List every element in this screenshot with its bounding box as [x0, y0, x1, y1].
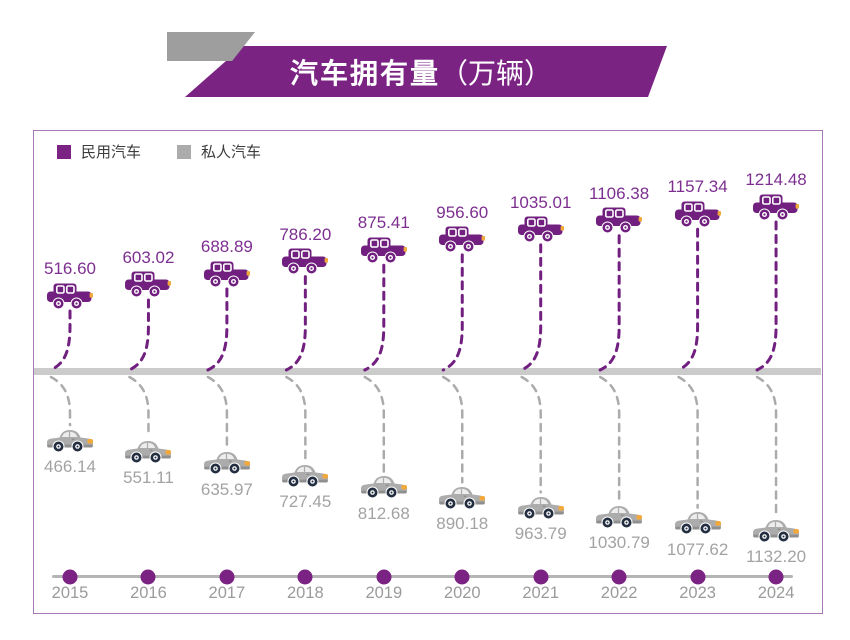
private-car-icon — [125, 440, 172, 464]
year-label: 2016 — [130, 584, 167, 602]
private-value-label: 890.18 — [436, 514, 489, 534]
legend: 民用汽车 私人汽车 — [57, 141, 261, 162]
private-value-label: 551.11 — [123, 468, 174, 488]
civilian-car — [125, 271, 172, 298]
year-dot — [768, 569, 784, 585]
civilian-car-icon — [47, 283, 93, 309]
year-label: 2022 — [600, 584, 638, 602]
year-dot — [219, 569, 235, 585]
banner-shape: 汽车拥有量（万辆） — [185, 46, 667, 97]
private-value-label: 1030.79 — [588, 533, 650, 553]
private-car — [281, 461, 329, 488]
page-title-unit: （万辆） — [440, 57, 553, 89]
year-dot — [376, 569, 392, 585]
civilian-car — [439, 226, 486, 253]
private-car-icon — [282, 464, 329, 488]
year-dot — [454, 569, 470, 585]
private-car — [438, 483, 486, 510]
civilian-value-label: 956.60 — [436, 202, 489, 222]
private-car-icon — [596, 505, 643, 529]
private-value-label: 635.97 — [200, 479, 253, 499]
year-dot — [690, 569, 706, 585]
year-dot — [140, 569, 156, 585]
private-car-icon — [674, 512, 721, 535]
civilian-car — [47, 283, 93, 310]
legend-label-private: 私人汽车 — [201, 144, 262, 161]
private-car — [517, 493, 565, 520]
private-car-icon — [47, 429, 93, 452]
civilian-car-icon — [517, 216, 564, 243]
civilian-car — [203, 261, 250, 288]
legend-item-civilian: 民用汽车 — [57, 141, 141, 162]
private-car-icon — [753, 519, 800, 542]
private-car-icon — [439, 486, 486, 510]
civilian-car-icon — [360, 237, 407, 264]
year-dot — [533, 569, 549, 585]
civilian-value-label: 688.89 — [200, 237, 253, 257]
legend-item-private: 私人汽车 — [177, 141, 261, 162]
private-value-label: 727.45 — [279, 492, 332, 512]
civilian-car — [360, 237, 407, 264]
year-label: 2015 — [51, 584, 89, 602]
private-value-label: 466.14 — [44, 457, 96, 476]
private-value-label: 963.79 — [514, 524, 567, 544]
civilian-value-label: 516.60 — [44, 259, 96, 278]
private-car-icon — [360, 476, 407, 499]
year-label: 2024 — [757, 584, 795, 602]
private-car — [674, 508, 722, 535]
civilian-car — [282, 248, 329, 275]
private-car-icon — [203, 452, 250, 475]
private-car — [203, 448, 251, 475]
civilian-car-icon — [282, 248, 329, 275]
civilian-car — [753, 194, 800, 221]
civilian-car — [596, 207, 643, 234]
private-car — [360, 472, 408, 499]
year-label: 2020 — [443, 584, 481, 602]
civilian-value-label: 786.20 — [279, 224, 332, 244]
year-dot — [611, 569, 627, 585]
private-car — [595, 502, 643, 529]
page-title-main: 汽车拥有量 — [289, 57, 440, 89]
civilian-car-icon — [674, 201, 721, 228]
private-swatch-icon — [177, 144, 192, 159]
year-label: 2017 — [208, 584, 246, 602]
timeline-axis — [52, 575, 793, 578]
civilian-value-label: 603.02 — [122, 247, 175, 267]
private-car — [46, 426, 94, 453]
civilian-value-label: 1106.38 — [589, 183, 650, 203]
private-car — [124, 437, 172, 464]
private-car — [752, 516, 800, 543]
civilian-value-label: 1157.34 — [667, 177, 728, 197]
civilian-car-icon — [125, 271, 172, 298]
civilian-car — [517, 216, 564, 243]
private-value-label: 1132.20 — [745, 547, 807, 566]
year-label: 2021 — [522, 584, 560, 602]
civilian-car-icon — [596, 207, 643, 234]
divider-band — [34, 368, 821, 375]
civilian-car — [674, 201, 721, 228]
year-dot — [62, 569, 78, 585]
civilian-value-label: 1214.48 — [745, 170, 807, 189]
civilian-value-label: 875.41 — [357, 213, 410, 233]
page-title: 汽车拥有量（万辆） — [290, 52, 552, 92]
year-dot — [297, 569, 313, 585]
private-car-icon — [517, 496, 564, 520]
private-value-label: 812.68 — [357, 503, 410, 523]
civilian-car-icon — [753, 194, 800, 220]
civilian-value-label: 1035.01 — [509, 192, 572, 212]
civilian-car-icon — [203, 261, 250, 288]
civilian-car-icon — [439, 226, 486, 253]
year-label: 2019 — [365, 584, 403, 602]
legend-label-civilian: 民用汽车 — [81, 144, 142, 161]
civilian-swatch-icon — [57, 144, 71, 159]
year-label: 2023 — [679, 584, 716, 602]
year-label: 2018 — [286, 584, 324, 602]
private-value-label: 1077.62 — [666, 539, 729, 559]
